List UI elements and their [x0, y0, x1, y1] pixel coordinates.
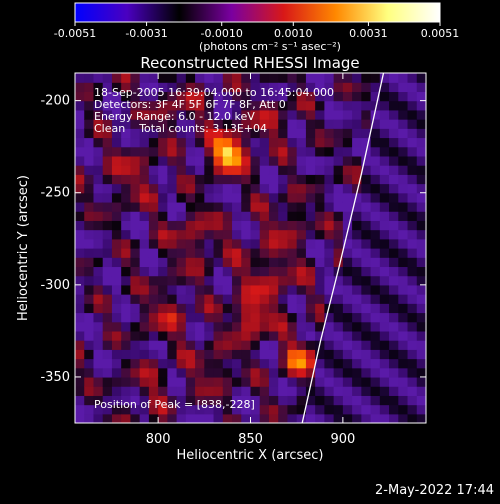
axes: 800 850 900 -200 -250 -300 -350 [40, 73, 426, 447]
colorbar-ticks: -0.0051 -0.0031 -0.0010 0.0010 0.0031 0.0051 [54, 22, 459, 40]
colorbar-tick-label: 0.0031 [349, 27, 388, 40]
solar-limb-line [301, 73, 385, 423]
colorbar-units: (photons cm⁻² s⁻¹ asec⁻²) [199, 40, 341, 53]
peak-position-label: Position of Peak = [838,-228] [94, 398, 255, 411]
colorbar-tick-label: -0.0051 [54, 27, 96, 40]
y-tick-label: -250 [40, 186, 70, 201]
x-tick-label: 900 [330, 432, 355, 447]
y-tick-label: -300 [40, 278, 70, 293]
colorbar-tick-label: 0.0051 [421, 27, 460, 40]
heatmap-image [75, 73, 426, 423]
annotation-clean-counts: Clean Total counts: 3.13E+04 [94, 122, 267, 135]
annotation-time-range: 18-Sep-2005 16:39:04.000 to 16:45:04.000 [94, 86, 334, 99]
colorbar [74, 2, 441, 23]
x-axis-label: Heliocentric X (arcsec) [177, 448, 324, 463]
y-tick-label: -350 [40, 370, 70, 385]
chart-title: Reconstructed RHESSI Image [140, 54, 359, 72]
y-tick-label: -200 [40, 94, 70, 109]
colorbar-tick-label: 0.0010 [274, 27, 313, 40]
date-stamp: 2-May-2022 17:44 [375, 483, 494, 498]
annotation-detectors: Detectors: 3F 4F 5F 6F 7F 8F, Att 0 [94, 98, 286, 111]
x-tick-label: 850 [238, 432, 263, 447]
x-tick-label: 800 [146, 432, 171, 447]
colorbar-tick-label: -0.0031 [125, 27, 167, 40]
y-axis-label: Heliocentric Y (arcsec) [16, 175, 31, 321]
annotation-energy-range: Energy Range: 6.0 - 12.0 keV [94, 110, 255, 123]
colorbar-tick-label: -0.0010 [200, 27, 242, 40]
